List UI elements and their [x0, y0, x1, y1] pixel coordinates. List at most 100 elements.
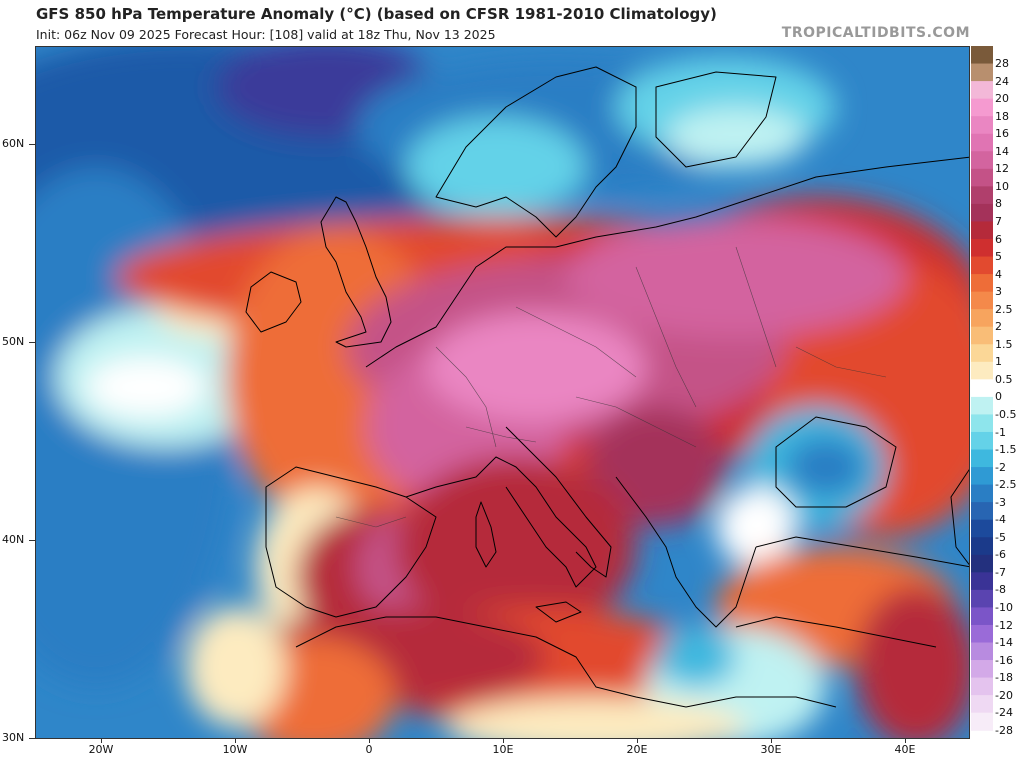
colorbar-label: -2.5 [995, 478, 1017, 492]
colorbar-swatch [971, 309, 993, 328]
colorbar-label: 16 [995, 127, 1009, 141]
colorbar-swatch [971, 624, 993, 644]
colorbar-swatch [971, 63, 993, 82]
header: GFS 850 hPa Temperature Anomaly (°C) (ba… [0, 0, 1024, 46]
colorbar-label: -14 [995, 636, 1013, 649]
colorbar-swatch [971, 274, 993, 293]
colorbar-swatch [971, 291, 993, 310]
lat-tick [29, 738, 35, 739]
colorbar-swatch [971, 46, 993, 65]
colorbar-swatch [971, 589, 993, 609]
colorbar-swatch [971, 660, 993, 679]
colorbar-label: -3 [995, 495, 1006, 509]
lat-label-60n: 60N [2, 137, 25, 150]
lat-tick [29, 540, 35, 541]
lat-tick [29, 144, 35, 145]
colorbar-swatch [971, 379, 993, 398]
colorbar-swatch [971, 168, 993, 187]
colorbar-swatch [971, 221, 993, 240]
colorbar-swatch [971, 414, 993, 433]
map-canvas [36, 47, 969, 738]
colorbar-label: 20 [995, 92, 1009, 106]
brand-watermark[interactable]: TROPICALTIDBITS.COM [781, 25, 970, 41]
lat-label-30n: 30N [2, 731, 25, 744]
lon-tick [503, 739, 504, 743]
colorbar-label: 12 [995, 162, 1009, 176]
colorbar-label: -8 [995, 583, 1006, 597]
colorbar-label: 28 [995, 57, 1009, 70]
coastlines [245, 66, 969, 708]
colorbar-swatch [971, 186, 993, 205]
colorbar-label: -24 [995, 706, 1013, 720]
colorbar-swatch [971, 642, 993, 661]
colorbar-swatch [971, 572, 993, 591]
colorbar-swatch [971, 677, 993, 696]
colorbar [971, 46, 993, 731]
colorbar-swatch [971, 467, 993, 486]
lon-label-40e: 40E [894, 743, 916, 756]
colorbar-label: 5 [995, 250, 1002, 263]
colorbar-label: 6 [995, 232, 1002, 246]
colorbar-label: -18 [995, 671, 1013, 685]
colorbar-swatch [971, 695, 993, 714]
lat-label-40n: 40N [2, 533, 25, 546]
colorbar-label: -5 [995, 530, 1006, 544]
colorbar-label: 8 [995, 197, 1002, 211]
colorbar-labels: 28 24 20 18 16 14 12 10 8 7 6 5 4 3 2.5 2 1.5 1 0.5 0 -0.5 -1… [995, 46, 1024, 739]
colorbar-swatch [971, 326, 993, 345]
colorbar-label: -28 [995, 723, 1013, 737]
colorbar-label: 10 [995, 179, 1009, 193]
colorbar-label: 1.5 [995, 337, 1013, 351]
lon-tick [235, 739, 236, 743]
colorbar-swatch [971, 502, 993, 521]
colorbar-swatch [971, 238, 993, 258]
lon-tick [637, 739, 638, 743]
map-title: GFS 850 hPa Temperature Anomaly (°C) (ba… [36, 5, 717, 23]
colorbar-swatch [971, 81, 993, 100]
colorbar-label: 0.5 [995, 372, 1013, 386]
colorbar-swatch [971, 519, 993, 538]
colorbar-swatch [971, 203, 993, 223]
colorbar-label: -1.5 [995, 443, 1017, 456]
colorbar-label: 3 [995, 285, 1002, 299]
lon-tick [369, 739, 370, 743]
colorbar-swatch [971, 712, 993, 731]
colorbar-label: -1 [995, 425, 1006, 439]
colorbar-swatch [971, 344, 993, 363]
lat-tick [29, 342, 35, 343]
colorbar-label: 1 [995, 355, 1002, 369]
colorbar-label: -7 [995, 565, 1006, 579]
colorbar-label: -10 [995, 600, 1013, 614]
colorbar-label: -16 [995, 653, 1013, 667]
colorbar-swatch [971, 396, 993, 416]
colorbar-swatch [971, 256, 993, 275]
colorbar-swatch [971, 116, 993, 135]
lon-label-20w: 20W [88, 743, 114, 756]
colorbar-label: 7 [995, 214, 1002, 228]
lon-tick [905, 739, 906, 743]
colorbar-swatch [971, 449, 993, 468]
colorbar-label: -20 [995, 688, 1013, 702]
lon-label-20e: 20E [626, 743, 648, 756]
lon-label-0: 0 [365, 743, 373, 756]
lat-label-50n: 50N [2, 335, 25, 348]
colorbar-label: 24 [995, 74, 1009, 88]
colorbar-label: -4 [995, 513, 1006, 527]
colorbar-label: 2 [995, 320, 1002, 334]
colorbar-swatch [971, 484, 993, 503]
colorbar-label: -0.5 [995, 407, 1017, 421]
colorbar-swatch [971, 537, 993, 556]
colorbar-swatch [971, 554, 993, 573]
colorbar-label: 2.5 [995, 302, 1013, 316]
colorbar-label: 4 [995, 267, 1002, 281]
colorbar-swatch [971, 98, 993, 117]
lon-label-10e: 10E [492, 743, 514, 756]
colorbar-label: -2 [995, 460, 1006, 474]
borders [335, 246, 887, 528]
colorbar-label: 18 [995, 109, 1009, 123]
colorbar-swatch [971, 431, 993, 451]
lon-tick [771, 739, 772, 743]
colorbar-swatch [971, 151, 993, 170]
lon-label-30e: 30E [760, 743, 782, 756]
colorbar-swatch [971, 607, 993, 626]
